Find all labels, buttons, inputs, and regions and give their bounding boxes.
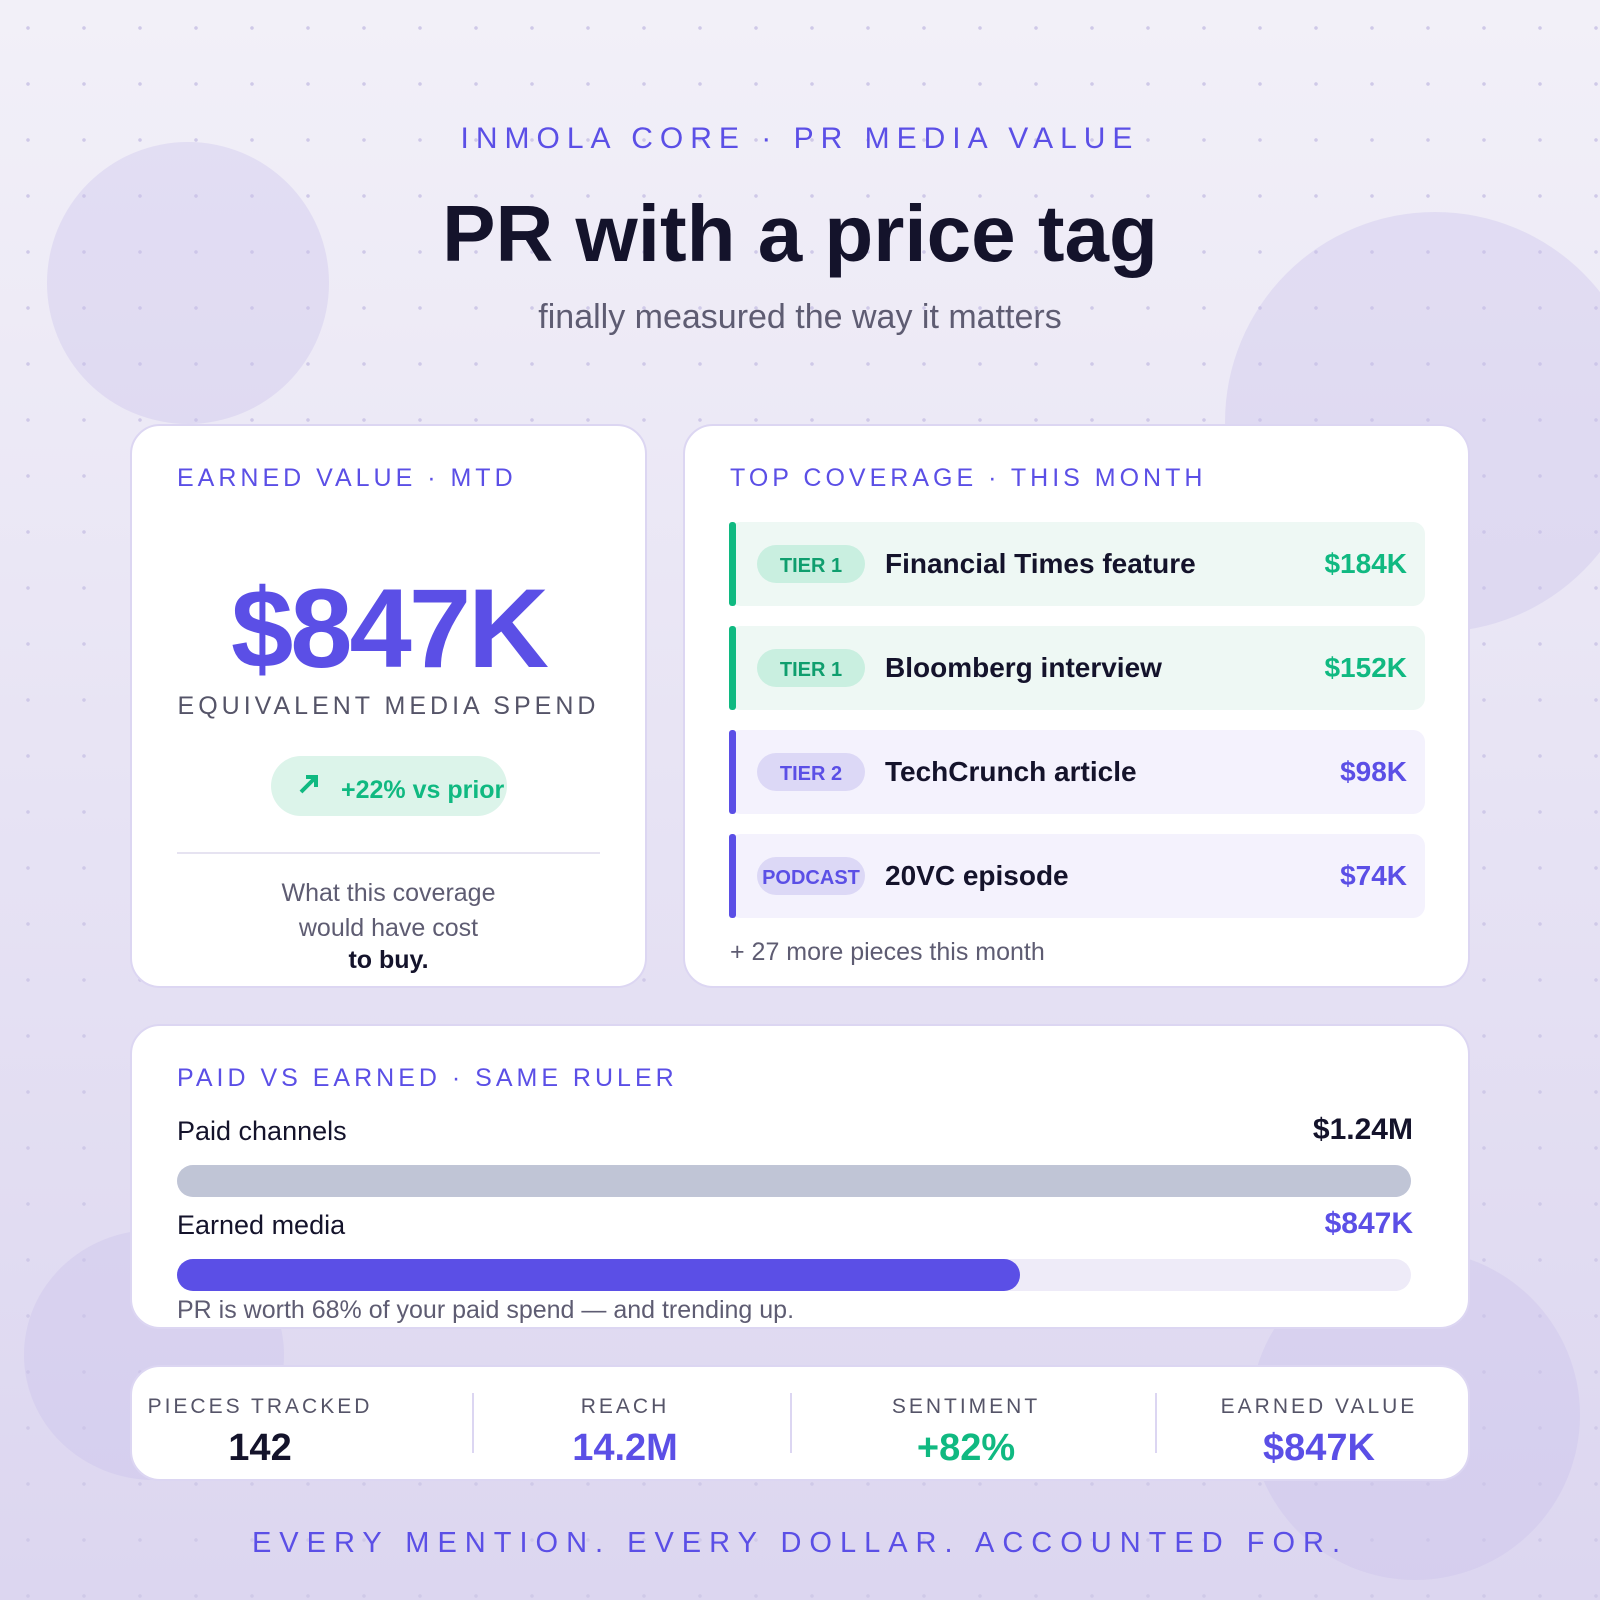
coverage-value: $98K — [1340, 756, 1407, 787]
stats-card: PIECES TRACKED 142 REACH 14.2M SENTIMENT +82%… — [130, 1365, 1470, 1481]
coverage-row: TIER 2 TechCrunch article $98K — [729, 730, 1425, 814]
note-bold: to buy. — [348, 946, 429, 974]
stat-value: +82% — [916, 1427, 1016, 1469]
bar-label: Earned media — [177, 1210, 346, 1240]
change-badge: +22% vs prior — [271, 756, 507, 816]
tier-pill: PODCAST — [757, 857, 865, 895]
coverage-value: $74K — [1340, 860, 1407, 891]
bar — [177, 1165, 1411, 1197]
stat-value: $847K — [1263, 1427, 1375, 1469]
stat-value: 14.2M — [572, 1427, 678, 1469]
stat-label: PIECES TRACKED — [147, 1395, 373, 1418]
eyebrow: INMOLA CORE · PR MEDIA VALUE — [460, 122, 1140, 155]
arrow-icon — [299, 775, 318, 794]
tier-pill: TIER 2 — [757, 753, 865, 791]
coverage-title: Financial Times feature — [885, 548, 1196, 579]
tier-pill: TIER 1 — [757, 545, 865, 583]
tier-pill: TIER 1 — [757, 649, 865, 687]
more-note: + 27 more pieces this month — [730, 938, 1045, 966]
stat-label: EARNED VALUE — [1220, 1395, 1418, 1418]
decor — [47, 142, 329, 424]
comparison-note: PR is worth 68% of your paid spend — and… — [177, 1296, 795, 1324]
coverage-row: TIER 1 Bloomberg interview $152K — [729, 626, 1425, 710]
bar-value: $1.24M — [1312, 1113, 1413, 1146]
coverage-title: 20VC episode — [885, 860, 1069, 891]
accent-bar — [729, 522, 736, 606]
bar-label: Paid channels — [177, 1116, 347, 1146]
note: What this coverage would have cost — [281, 879, 496, 942]
subtitle: finally measured the way it matters — [538, 298, 1062, 336]
divider — [177, 852, 600, 854]
stat-divider — [790, 1393, 792, 1453]
footer: EVERY MENTION. EVERY DOLLAR. ACCOUNTED F… — [251, 1527, 1349, 1559]
card-label: EARNED VALUE · MTD — [177, 464, 517, 492]
coverage-card: TOP COVERAGE · THIS MONTH + 27 more piec… — [683, 424, 1470, 988]
coverage-row: PODCAST 20VC episode $74K — [729, 834, 1425, 918]
stat-value: 142 — [228, 1427, 292, 1469]
change: +22% vs prior — [341, 776, 505, 804]
accent-bar — [729, 626, 736, 710]
card-label: PAID VS EARNED · SAME RULER — [177, 1064, 678, 1092]
coverage-value: $184K — [1324, 548, 1407, 579]
stat-divider — [472, 1393, 474, 1453]
accent-bar — [729, 834, 736, 918]
coverage-title: TechCrunch article — [885, 756, 1137, 787]
bar-value: $847K — [1324, 1207, 1413, 1240]
stat-label: SENTIMENT — [891, 1395, 1041, 1418]
big-value: $847K — [230, 566, 549, 691]
title: PR with a price tag — [442, 189, 1158, 278]
stat-label: REACH — [580, 1395, 670, 1418]
accent-bar — [729, 730, 736, 814]
coverage-title: Bloomberg interview — [885, 652, 1162, 683]
stat-divider — [1155, 1393, 1157, 1453]
coverage-row: TIER 1 Financial Times feature $184K — [729, 522, 1425, 606]
comparison-card: PAID VS EARNED · SAME RULER PR is worth … — [130, 1024, 1470, 1329]
caption: EQUIVALENT MEDIA SPEND — [177, 692, 600, 720]
earned-card: EARNED VALUE · MTD $847K EQUIVALENT MEDI… — [130, 424, 647, 988]
card-label: TOP COVERAGE · THIS MONTH — [730, 464, 1207, 492]
coverage-value: $152K — [1324, 652, 1407, 683]
bar — [177, 1259, 1020, 1291]
